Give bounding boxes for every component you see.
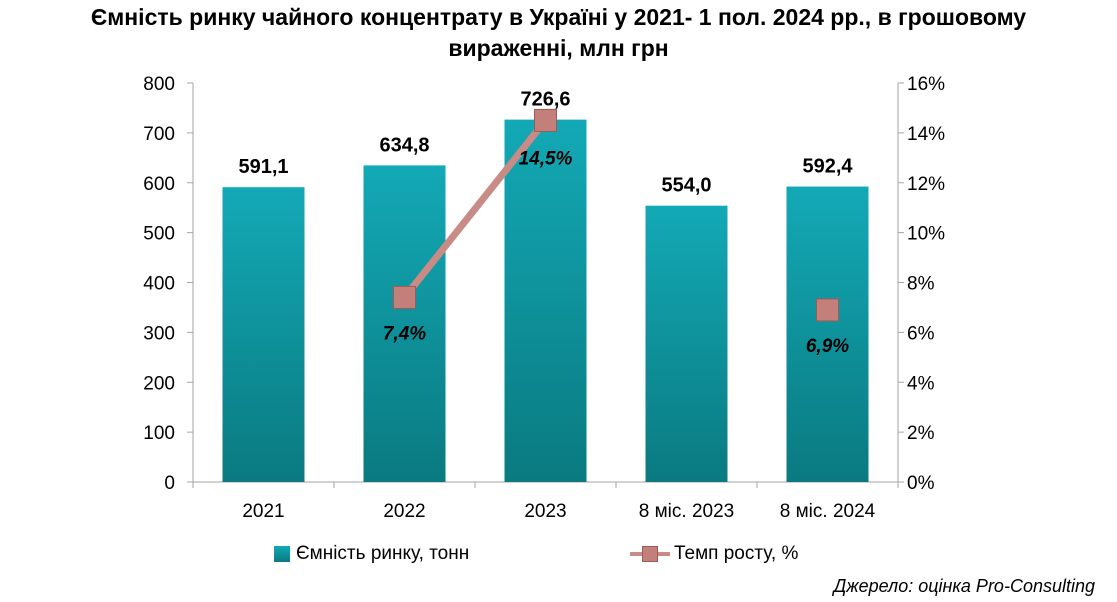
y-left-tick-label: 400	[143, 274, 175, 295]
y-right-tick-label: 2%	[907, 423, 935, 444]
y-left-tick-label: 500	[143, 224, 175, 245]
chart-title-line2: вираженні, млн грн	[448, 35, 669, 61]
growth-marker	[393, 285, 416, 309]
growth-line-segment	[401, 116, 549, 301]
y-right-tick-label: 16%	[907, 74, 945, 95]
y-right-tick-label: 10%	[907, 224, 945, 245]
legend-bar-swatch	[274, 546, 290, 562]
y-left-tick-label: 100	[143, 423, 175, 444]
y-left-tick-label: 700	[143, 124, 175, 145]
growth-marker	[816, 298, 839, 322]
legend-item-bars: Ємність ринку, тонн	[274, 541, 469, 567]
bar-data-label: 591,1	[238, 156, 288, 178]
legend-item-line: Темп росту, %	[630, 541, 798, 567]
legend: Ємність ринку, тонн Темп росту, %	[0, 541, 1117, 567]
bar	[363, 165, 446, 482]
growth-data-label: 6,9%	[806, 336, 849, 357]
bar-data-label: 554,0	[661, 175, 711, 197]
chart-title-line1: Ємність ринку чайного концентрату в Укра…	[90, 4, 1027, 30]
y-right-tick-label: 6%	[907, 323, 935, 344]
bar	[222, 187, 305, 482]
growth-marker	[534, 108, 557, 132]
y-left-tick-label: 600	[143, 174, 175, 195]
y-left-tick-label: 0	[164, 473, 175, 494]
bar-data-label: 634,8	[379, 134, 429, 156]
x-tick-label: 8 міс. 2023	[639, 501, 734, 522]
y-left-tick-label: 800	[143, 74, 175, 95]
source-note: Джерело: оцінка Pro-Consulting	[833, 576, 1095, 596]
y-right-tick-label: 12%	[907, 174, 945, 195]
bar-data-label: 726,6	[520, 89, 570, 111]
y-right-tick-label: 4%	[907, 373, 935, 394]
x-tick-label: 8 міс. 2024	[780, 501, 876, 522]
bar	[645, 205, 728, 482]
legend-label-line: Темп росту, %	[674, 543, 799, 564]
y-right-tick-label: 14%	[907, 124, 945, 145]
x-tick-label: 2021	[242, 501, 284, 522]
bar	[504, 119, 587, 483]
y-left-tick-label: 300	[143, 323, 175, 344]
chart-title: Ємність ринку чайного концентрату в Укра…	[0, 2, 1117, 64]
growth-data-label: 7,4%	[383, 323, 426, 344]
bar-data-label: 592,4	[802, 156, 853, 178]
bar	[786, 186, 869, 482]
y-left-tick-label: 200	[143, 373, 175, 394]
y-right-tick-label: 0%	[907, 473, 935, 494]
x-tick-label: 2023	[524, 501, 566, 522]
y-right-tick-label: 8%	[907, 274, 935, 295]
x-tick-label: 2022	[383, 501, 425, 522]
legend-label-bars: Ємність ринку, тонн	[296, 543, 470, 564]
growth-data-label: 14,5%	[519, 148, 573, 169]
legend-line-swatch	[630, 546, 670, 562]
